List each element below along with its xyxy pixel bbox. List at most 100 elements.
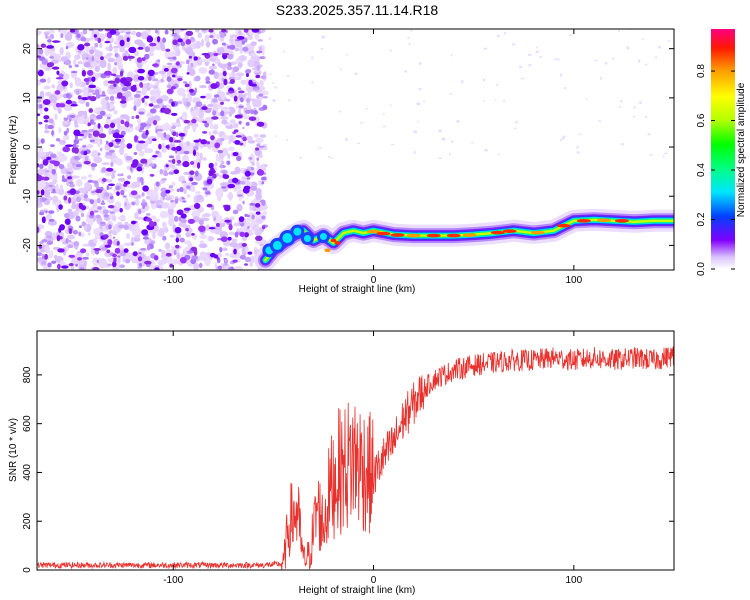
noise-speckle: [175, 233, 182, 239]
noise-speckle: [48, 250, 54, 259]
noise-speckle: [235, 72, 245, 77]
noise-speckle: [664, 152, 668, 154]
noise-speckle: [174, 226, 182, 234]
spectrogram-y-tick-label: -10: [22, 189, 33, 204]
noise-speckle: [100, 56, 104, 60]
noise-speckle: [46, 156, 52, 161]
noise-speckle: [200, 139, 208, 145]
noise-speckle: [234, 114, 243, 119]
noise-speckle: [74, 135, 79, 140]
noise-speckle: [219, 63, 228, 69]
noise-speckle: [208, 226, 216, 230]
noise-speckle: [42, 98, 51, 106]
noise-speckle: [37, 139, 41, 144]
noise-speckle: [166, 62, 173, 66]
noise-speckle: [37, 81, 42, 86]
noise-speckle: [40, 189, 45, 196]
noise-speckle: [106, 249, 111, 254]
noise-speckle: [51, 232, 57, 239]
noise-speckle: [127, 96, 134, 101]
noise-speckle: [246, 103, 251, 111]
noise-speckle: [49, 33, 55, 39]
noise-speckle: [165, 252, 172, 257]
noise-speckle: [113, 257, 117, 263]
noise-speckle: [92, 92, 98, 95]
noise-speckle: [212, 98, 218, 103]
noise-speckle: [139, 176, 144, 183]
noise-speckle: [416, 102, 421, 106]
noise-speckle: [96, 197, 101, 204]
noise-speckle: [72, 162, 76, 166]
noise-speckle: [194, 75, 201, 82]
noise-speckle: [204, 92, 212, 100]
noise-speckle: [43, 189, 51, 198]
snr-y-tick-label: 800: [22, 366, 33, 383]
snr-y-axis-label: SNR (10 * v/v): [8, 418, 19, 482]
noise-speckle: [535, 46, 539, 49]
noise-speckle: [37, 43, 40, 50]
noise-speckle: [146, 123, 150, 127]
noise-speckle: [59, 140, 66, 144]
noise-speckle: [254, 149, 262, 157]
noise-speckle: [198, 225, 206, 233]
noise-speckle: [168, 185, 174, 189]
noise-speckle: [161, 73, 166, 79]
noise-speckle: [61, 80, 69, 87]
noise-speckle: [123, 180, 131, 185]
noise-speckle: [60, 232, 65, 237]
noise-speckle: [247, 225, 250, 229]
noise-speckle: [91, 55, 94, 62]
noise-speckle: [176, 87, 186, 96]
noise-speckle: [146, 139, 150, 145]
noise-speckle: [191, 232, 195, 236]
noise-speckle: [75, 253, 83, 259]
noise-speckle: [78, 50, 82, 53]
noise-speckle: [67, 239, 72, 243]
noise-speckle: [125, 31, 131, 35]
noise-speckle: [54, 90, 61, 95]
noise-speckle: [172, 158, 176, 165]
noise-speckle: [112, 215, 117, 222]
ridge-peak: [462, 233, 477, 237]
noise-speckle: [116, 122, 121, 130]
noise-speckle: [163, 132, 167, 138]
noise-speckle: [237, 194, 243, 197]
noise-speckle: [46, 76, 51, 84]
noise-speckle: [38, 121, 43, 125]
noise-speckle: [175, 48, 181, 57]
noise-speckle: [41, 261, 46, 265]
noise-speckle: [88, 128, 95, 133]
noise-speckle: [56, 70, 60, 75]
noise-speckle: [238, 55, 247, 62]
noise-speckle: [158, 151, 162, 158]
noise-speckle: [93, 247, 101, 251]
noise-speckle: [192, 149, 197, 156]
spectrogram-x-axis-label: Height of straight line (km): [299, 284, 416, 295]
noise-speckle: [76, 196, 82, 203]
noise-speckle: [496, 34, 501, 37]
noise-speckle: [102, 234, 109, 239]
noise-speckle: [164, 29, 169, 35]
noise-speckle: [241, 242, 247, 247]
noise-speckle: [204, 34, 210, 43]
noise-speckle: [254, 228, 262, 237]
noise-speckle: [117, 244, 124, 249]
noise-speckle: [210, 135, 215, 141]
noise-speckle: [124, 252, 132, 261]
noise-speckle: [234, 47, 240, 52]
noise-speckle: [261, 215, 266, 220]
noise-speckle: [181, 111, 188, 120]
noise-speckle: [568, 34, 572, 37]
noise-speckle: [90, 150, 100, 159]
noise-speckle: [150, 100, 157, 104]
noise-speckle: [238, 120, 242, 125]
noise-speckle: [221, 108, 231, 113]
noise-speckle: [125, 155, 133, 161]
noise-speckle: [249, 157, 253, 160]
noise-speckle: [238, 105, 244, 108]
noise-speckle: [90, 190, 96, 194]
colorbar-ticks: 0.0 0.2 0.4 0.6 0.8: [696, 64, 735, 276]
noise-speckle: [255, 147, 260, 151]
noise-speckle: [104, 192, 110, 197]
noise-speckle: [222, 70, 227, 77]
